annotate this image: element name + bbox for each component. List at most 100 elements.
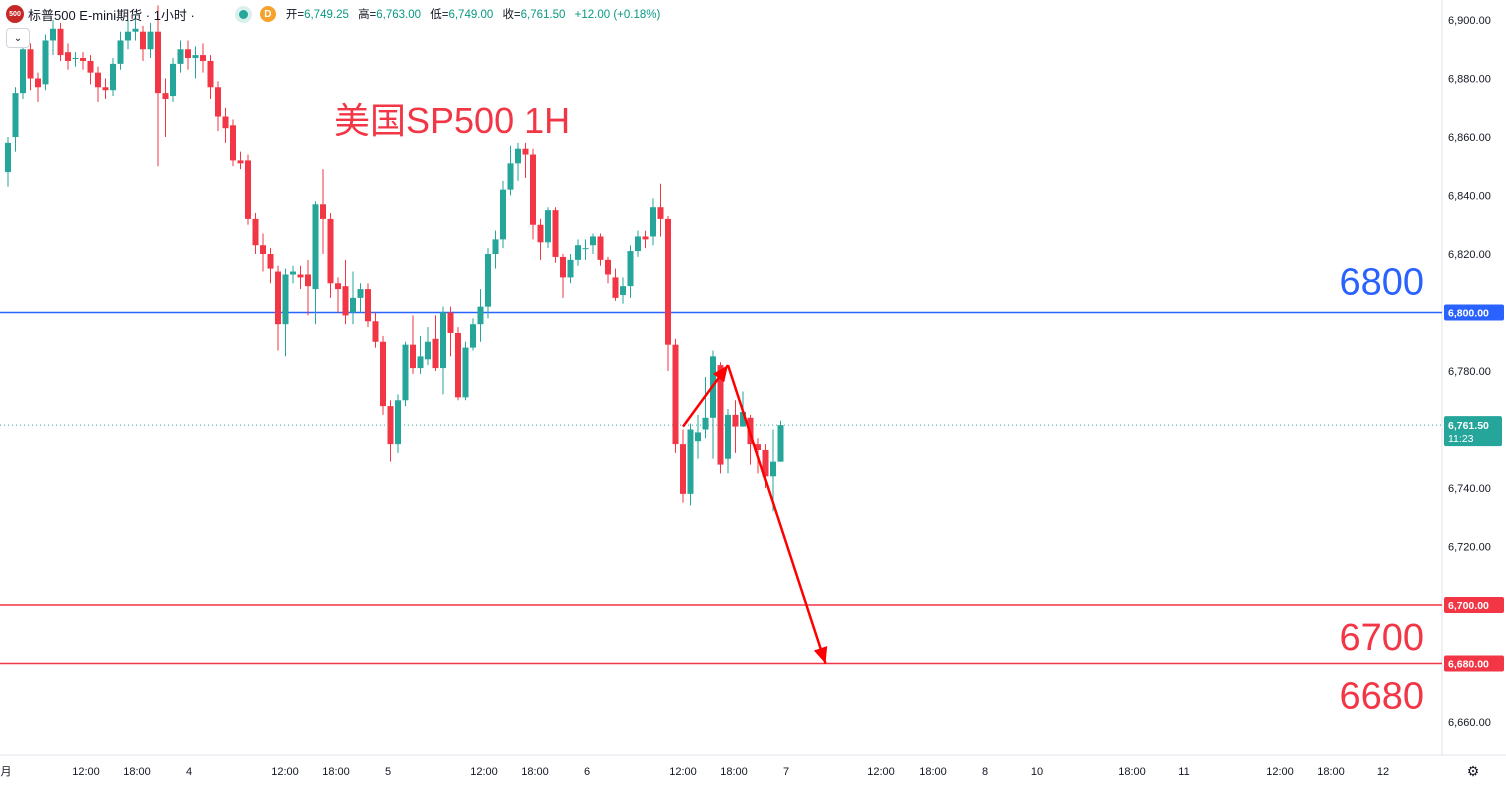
candle — [680, 429, 686, 503]
candle — [222, 107, 229, 143]
x-tick-label: 月 — [1, 766, 12, 778]
level-tag-label: 6,800.00 — [1448, 308, 1489, 320]
candle-body — [725, 414, 731, 459]
x-tick-label: 12:00 — [470, 766, 498, 778]
x-tick-label: 18:00 — [1317, 766, 1345, 778]
x-tick-label: 4 — [186, 766, 192, 778]
candle — [327, 213, 334, 298]
candle-body — [560, 256, 566, 278]
candle-body — [755, 444, 761, 450]
candle — [770, 429, 776, 512]
candle — [777, 420, 784, 462]
candle-body — [110, 63, 116, 91]
x-tick-label: 5 — [385, 766, 391, 778]
candle — [320, 169, 326, 254]
symbol-title[interactable]: 标普500 E-mini期货 · 1小时 · — [28, 7, 195, 23]
candle — [267, 248, 274, 284]
candle — [597, 233, 604, 266]
candle — [687, 423, 694, 506]
candle-body — [770, 461, 776, 477]
x-tick-label: 18:00 — [322, 766, 350, 778]
candle — [372, 312, 379, 348]
x-tick-label: 18:00 — [1118, 766, 1146, 778]
candle-body — [515, 148, 521, 164]
candle — [507, 145, 514, 196]
level-tag-bg — [1444, 304, 1504, 321]
x-tick-label: 18:00 — [919, 766, 947, 778]
candle-body — [237, 160, 244, 164]
candle-body — [777, 425, 784, 462]
candle-body — [500, 189, 506, 240]
candle-body — [20, 49, 26, 94]
x-tick-label: 12:00 — [271, 766, 299, 778]
candle — [125, 20, 131, 50]
candle — [515, 142, 521, 181]
candle — [342, 259, 349, 325]
x-tick-label: 18:00 — [123, 766, 151, 778]
candle — [95, 66, 101, 102]
candle — [432, 315, 439, 371]
candle — [650, 198, 656, 246]
candle-body — [665, 218, 671, 345]
delayed-badge[interactable]: D — [259, 6, 276, 22]
candle-body — [462, 347, 469, 398]
projection-down-arrow-head — [813, 646, 828, 664]
close-value: 6,761.50 — [520, 9, 566, 21]
candle-body — [200, 55, 206, 61]
candle — [230, 119, 236, 167]
chart-settings-button[interactable]: ⚙ — [1464, 762, 1482, 780]
candle-body — [80, 58, 86, 61]
level-big-label: 6680 — [1339, 676, 1424, 718]
candle — [177, 40, 184, 73]
level-price-tag: 6,680.00 — [1444, 655, 1504, 672]
candle — [522, 142, 529, 178]
y-tick-label: 6,880.00 — [1448, 74, 1491, 86]
candle-body — [222, 116, 229, 129]
candle — [12, 87, 19, 152]
x-tick-label: 8 — [982, 766, 988, 778]
candle-body — [350, 297, 356, 313]
candle-body — [425, 341, 431, 360]
candle — [312, 201, 319, 325]
x-tick-label: 12:00 — [669, 766, 697, 778]
candle-body — [42, 40, 49, 85]
candle — [132, 14, 139, 41]
candle — [50, 20, 56, 56]
candle — [237, 151, 244, 170]
candle — [260, 233, 266, 272]
candle — [590, 233, 596, 254]
candle — [155, 5, 161, 167]
y-tick-label: 6,860.00 — [1448, 132, 1491, 144]
candle-body — [297, 274, 304, 278]
x-tick-label: 7 — [783, 766, 789, 778]
candle-body — [537, 224, 544, 243]
candle-body — [215, 87, 221, 117]
candle — [410, 315, 416, 374]
candle — [695, 414, 701, 459]
candle — [455, 327, 461, 401]
candle-body — [327, 218, 334, 284]
candle-body — [275, 271, 281, 325]
candle — [215, 81, 221, 132]
candle — [537, 218, 544, 260]
candle — [350, 271, 356, 325]
candle-body — [672, 344, 679, 445]
candle — [335, 277, 341, 313]
candle — [305, 259, 311, 316]
x-tick-label: 12:00 — [72, 766, 100, 778]
symbol-logo[interactable]: 500 — [6, 5, 24, 23]
x-tick-label: 11 — [1178, 766, 1189, 778]
candle-body — [230, 125, 236, 161]
candle — [732, 400, 739, 453]
candle — [275, 265, 281, 351]
market-status-dot — [238, 9, 248, 19]
candle-body — [485, 254, 491, 307]
collapse-legend-button[interactable]: ⌄ — [6, 28, 30, 48]
candle — [252, 213, 259, 254]
open-label: 开= — [285, 9, 305, 21]
candle-body — [612, 277, 619, 298]
candle-body — [650, 207, 656, 237]
candle — [635, 230, 641, 257]
projection-down-arrow-shaft — [726, 364, 827, 664]
